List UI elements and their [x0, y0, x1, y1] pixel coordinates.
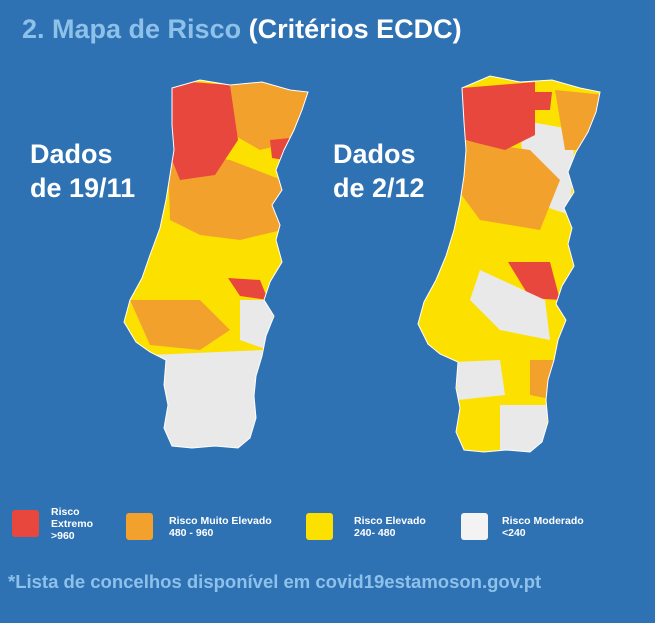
map2-date-label: Dados de 2/12 [333, 137, 425, 205]
legend-label-muito-elevado: Risco Muito Elevado 480 - 960 [169, 515, 272, 539]
map2-zone-muito-elevado-alentejo [530, 360, 560, 400]
map2-zone-muito-elevado-centro [458, 140, 560, 230]
map2-zone-extremo-norte [462, 82, 535, 150]
map2-zone-extremo-vinhais [528, 92, 552, 110]
legend-item-extremo: Risco Extremo >960 [12, 506, 93, 542]
map1-zone-muito-elevado-lisboa [130, 300, 230, 350]
map1-country-outline [123, 79, 309, 449]
map2-label-line2: de 2/12 [333, 173, 425, 203]
map2-zone-moderado-centro-sul [470, 270, 550, 340]
legend-label-extremo: Risco Extremo >960 [51, 506, 94, 542]
legend-swatch-muito-elevado [126, 513, 153, 540]
legend-label-elevado: Risco Elevado 240- 480 [354, 515, 426, 539]
map1-zone-moderado-sul [150, 350, 262, 448]
legend-swatch-moderado [461, 513, 488, 540]
legend-swatch-elevado [306, 513, 333, 540]
map1-label-line2: de 19/11 [30, 173, 136, 203]
map2-zone-moderado-litoral-alentejano [455, 360, 505, 400]
legend-item-moderado: Risco Moderado <240 [461, 513, 584, 540]
map2-label-line1: Dados [333, 139, 416, 169]
map1-zone-extremo-interior [228, 278, 268, 300]
map1-date-label: Dados de 19/11 [30, 137, 135, 205]
legend-item-elevado: Risco Elevado 240- 480 [306, 513, 426, 540]
page-title: 2. Mapa de Risco (Critérios ECDC) [22, 14, 462, 45]
legend-swatch-extremo [12, 510, 39, 537]
title-main: 2. Mapa de Risco [22, 14, 242, 44]
footer-note: *Lista de concelhos disponível em covid1… [8, 571, 542, 592]
map2-country-outline [417, 75, 601, 453]
title-criteria: (Critérios ECDC) [248, 14, 462, 44]
legend-item-muito-elevado: Risco Muito Elevado 480 - 960 [126, 513, 272, 540]
map1-zone-muito-elevado-nordeste [225, 80, 308, 150]
legend-label-moderado: Risco Moderado <240 [502, 515, 584, 539]
map2-zone-extremo-interior [508, 262, 560, 300]
map2-zone-moderado-algarve [500, 405, 548, 452]
map1-zone-extremo-norte [165, 80, 238, 180]
map1-label-line1: Dados [30, 139, 113, 169]
